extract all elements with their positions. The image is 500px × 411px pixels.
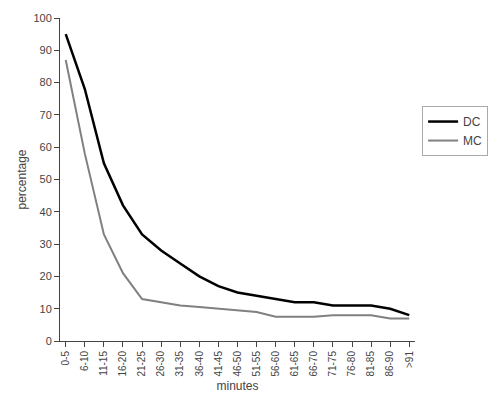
svg-text:81-85: 81-85 [365,351,376,377]
svg-text:66-70: 66-70 [308,351,319,377]
svg-text:40: 40 [40,206,52,218]
svg-text:10: 10 [40,303,52,315]
svg-text:31-35: 31-35 [174,351,185,377]
svg-text:46-50: 46-50 [232,351,243,377]
svg-text:61-65: 61-65 [289,351,300,377]
svg-text:6-10: 6-10 [79,351,90,371]
svg-text:90: 90 [40,44,52,56]
svg-text:51-55: 51-55 [251,351,262,377]
svg-text:26-30: 26-30 [155,351,166,377]
svg-text:76-80: 76-80 [346,351,357,377]
svg-text:11-15: 11-15 [98,351,109,376]
svg-text:MC: MC [463,134,482,148]
svg-text:86-90: 86-90 [384,351,395,377]
svg-text:21-25: 21-25 [136,351,147,377]
svg-text:0: 0 [46,335,52,347]
svg-text:percentage: percentage [15,149,29,209]
svg-text:50: 50 [40,173,52,185]
svg-text:56-60: 56-60 [270,351,281,377]
svg-text:minutes: minutes [216,379,258,393]
svg-text:41-45: 41-45 [213,351,224,377]
svg-text:16-20: 16-20 [117,351,128,377]
svg-text:71-75: 71-75 [327,351,338,377]
svg-text:100: 100 [33,12,51,24]
svg-text:80: 80 [40,76,52,88]
svg-text:30: 30 [40,238,52,250]
svg-text:0-5: 0-5 [60,351,71,366]
svg-text:70: 70 [40,109,52,121]
svg-text:20: 20 [40,270,52,282]
svg-text:60: 60 [40,141,52,153]
svg-text:>91: >91 [404,351,415,368]
svg-text:36-40: 36-40 [194,351,205,377]
svg-text:DC: DC [463,115,481,129]
